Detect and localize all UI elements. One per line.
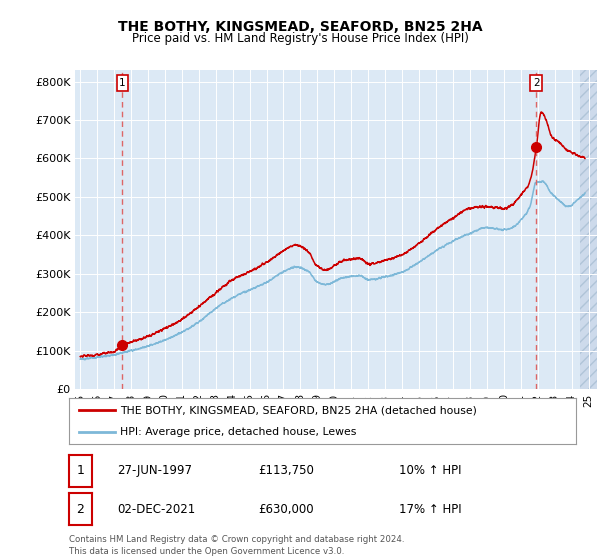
Text: Contains HM Land Registry data © Crown copyright and database right 2024.
This d: Contains HM Land Registry data © Crown c… (69, 535, 404, 556)
Text: 1: 1 (119, 78, 126, 88)
Text: 10% ↑ HPI: 10% ↑ HPI (399, 464, 461, 478)
Text: £630,000: £630,000 (258, 502, 314, 516)
Text: 1: 1 (76, 464, 85, 478)
Text: 2: 2 (76, 502, 85, 516)
Text: THE BOTHY, KINGSMEAD, SEAFORD, BN25 2HA (detached house): THE BOTHY, KINGSMEAD, SEAFORD, BN25 2HA … (119, 405, 476, 416)
Text: Price paid vs. HM Land Registry's House Price Index (HPI): Price paid vs. HM Land Registry's House … (131, 32, 469, 45)
Text: 02-DEC-2021: 02-DEC-2021 (117, 502, 195, 516)
Text: £113,750: £113,750 (258, 464, 314, 478)
Polygon shape (580, 70, 597, 389)
Text: 17% ↑ HPI: 17% ↑ HPI (399, 502, 461, 516)
Text: HPI: Average price, detached house, Lewes: HPI: Average price, detached house, Lewe… (119, 427, 356, 437)
Text: 2: 2 (533, 78, 539, 88)
Text: THE BOTHY, KINGSMEAD, SEAFORD, BN25 2HA: THE BOTHY, KINGSMEAD, SEAFORD, BN25 2HA (118, 20, 482, 34)
Text: 27-JUN-1997: 27-JUN-1997 (117, 464, 192, 478)
